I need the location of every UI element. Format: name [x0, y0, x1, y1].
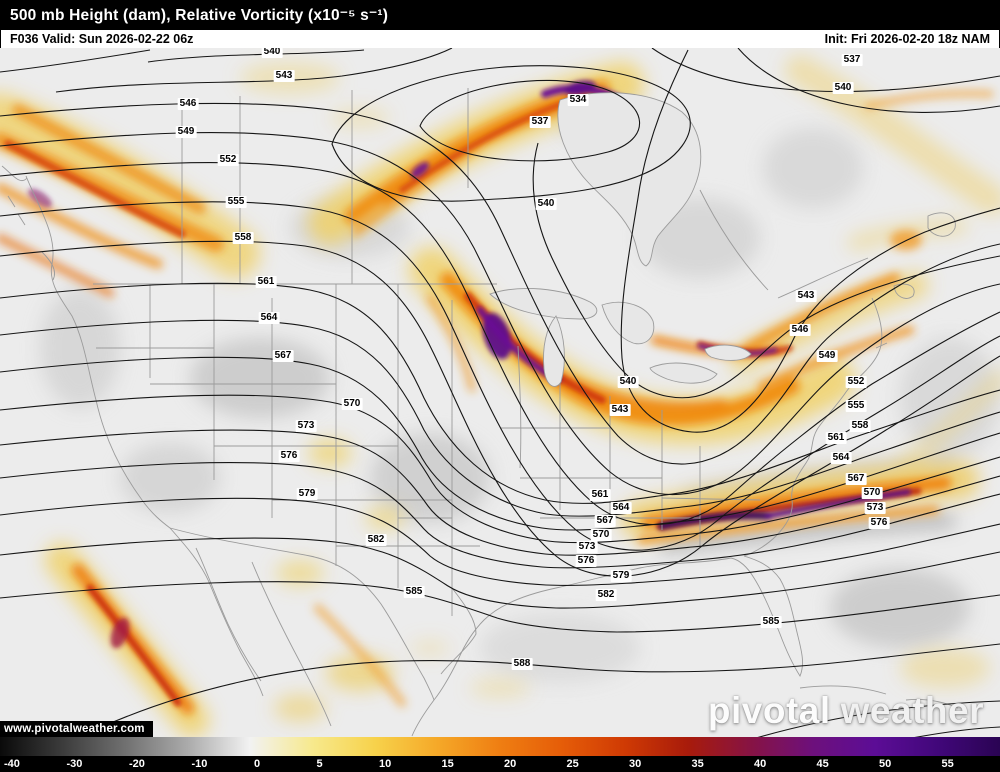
colorbar — [0, 737, 1000, 756]
contour-label: 537 — [529, 116, 551, 128]
map-area[interactable]: 540 543 546 549 552 555 558 561 564 567 570 573 576 5… — [0, 48, 1000, 737]
contour-label: 540 — [832, 82, 854, 94]
contour-label: 558 — [232, 232, 254, 244]
contour-label: 543 — [795, 290, 817, 302]
colorbar-segment — [187, 737, 250, 756]
colorbar-segment — [375, 737, 438, 756]
contour-label: 534 — [567, 94, 589, 106]
contour-label: 573 — [576, 541, 598, 553]
colorbar-tick: 45 — [816, 758, 829, 770]
contour-label: 576 — [278, 450, 300, 462]
contour-label: 579 — [296, 488, 318, 500]
colorbar-tick: 20 — [504, 758, 517, 770]
contour-label: 552 — [845, 376, 867, 388]
contour-label: 564 — [258, 312, 280, 324]
contour-label: 555 — [845, 400, 867, 412]
colorbar-segment — [687, 737, 750, 756]
vorticity-purple — [28, 80, 911, 649]
colorbar-segment — [0, 737, 63, 756]
colorbar-tick: -20 — [129, 758, 145, 770]
colorbar-tick: -40 — [4, 758, 20, 770]
logo-word-weather: weather — [840, 690, 984, 731]
contour-label: 567 — [845, 473, 867, 485]
colorbar-labels: -40 -30 -20 -10 0 5 10 15 20 25 30 35 40 45 50 55 — [0, 756, 1000, 772]
contour-label: 570 — [861, 487, 883, 499]
contour-label: 567 — [594, 515, 616, 527]
colorbar-segment — [500, 737, 563, 756]
contour-label: 555 — [225, 196, 247, 208]
valid-time-label: F036 Valid: Sun 2026-02-22 06z — [10, 32, 194, 46]
contour-label: 558 — [849, 420, 871, 432]
colorbar-tick: 15 — [441, 758, 454, 770]
contour-label: 540 — [617, 376, 639, 388]
contour-label: 540 — [535, 198, 557, 210]
colorbar-segment — [62, 737, 125, 756]
colorbar-area: -40 -30 -20 -10 0 5 10 15 20 25 30 35 40 45 50 55 — [0, 737, 1000, 772]
colorbar-segment — [250, 737, 313, 756]
contour-label: 549 — [175, 126, 197, 138]
contour-label: 576 — [575, 555, 597, 567]
init-time-label: Init: Fri 2026-02-20 18z NAM — [824, 32, 990, 46]
colorbar-segment — [937, 737, 1000, 756]
contour-label: 549 — [816, 350, 838, 362]
contour-label: 573 — [295, 420, 317, 432]
contour-label: 564 — [610, 502, 632, 514]
contour-label: 582 — [595, 589, 617, 601]
colorbar-tick: -30 — [66, 758, 83, 770]
colorbar-tick: 30 — [629, 758, 642, 770]
colorbar-tick: 40 — [754, 758, 767, 770]
contour-label: 552 — [217, 154, 239, 166]
contour-label: 579 — [610, 570, 632, 582]
colorbar-tick: 0 — [254, 758, 261, 770]
contour-label: 585 — [403, 586, 425, 598]
colorbar-segment — [125, 737, 188, 756]
contour-label: 543 — [273, 70, 295, 82]
info-bar: F036 Valid: Sun 2026-02-22 06z Init: Fri… — [0, 30, 1000, 48]
colorbar-tick: 25 — [566, 758, 579, 770]
colorbar-segment — [437, 737, 500, 756]
contour-label: 561 — [255, 276, 277, 288]
colorbar-segment — [312, 737, 375, 756]
contour-label: 564 — [830, 452, 852, 464]
contour-label: 585 — [760, 616, 782, 628]
watermark-link[interactable]: www.pivotalweather.com — [0, 721, 153, 737]
logo-word-pivotal: pivotal — [707, 690, 831, 731]
colorbar-tick: 55 — [941, 758, 954, 770]
contour-label: 570 — [341, 398, 363, 410]
contour-label: 537 — [841, 54, 863, 66]
colorbar-tick: 5 — [316, 758, 323, 770]
title-bar: 500 mb Height (dam), Relative Vorticity … — [0, 0, 1000, 30]
colorbar-segment — [875, 737, 938, 756]
logo: pivotal weather — [708, 690, 984, 732]
contour-label: 561 — [825, 432, 847, 444]
colorbar-tick: 50 — [879, 758, 892, 770]
contour-label: 588 — [511, 658, 533, 670]
contour-label: 570 — [590, 529, 612, 541]
colorbar-segment — [812, 737, 875, 756]
contour-label: 561 — [589, 489, 611, 501]
map-title: 500 mb Height (dam), Relative Vorticity … — [10, 6, 389, 24]
colorbar-tick: 10 — [379, 758, 392, 770]
contour-label: 546 — [789, 324, 811, 336]
colorbar-segment — [625, 737, 688, 756]
contour-label: 540 — [261, 48, 283, 58]
colorbar-tick: -10 — [191, 758, 208, 770]
contour-label: 567 — [272, 350, 294, 362]
colorbar-tick: 35 — [691, 758, 704, 770]
contour-label: 576 — [868, 517, 890, 529]
contour-label: 573 — [864, 502, 886, 514]
contour-label: 546 — [177, 98, 199, 110]
colorbar-segment — [750, 737, 813, 756]
map-canvas — [0, 48, 1000, 737]
contour-label: 582 — [365, 534, 387, 546]
contour-label: 543 — [609, 404, 631, 416]
colorbar-segment — [562, 737, 625, 756]
